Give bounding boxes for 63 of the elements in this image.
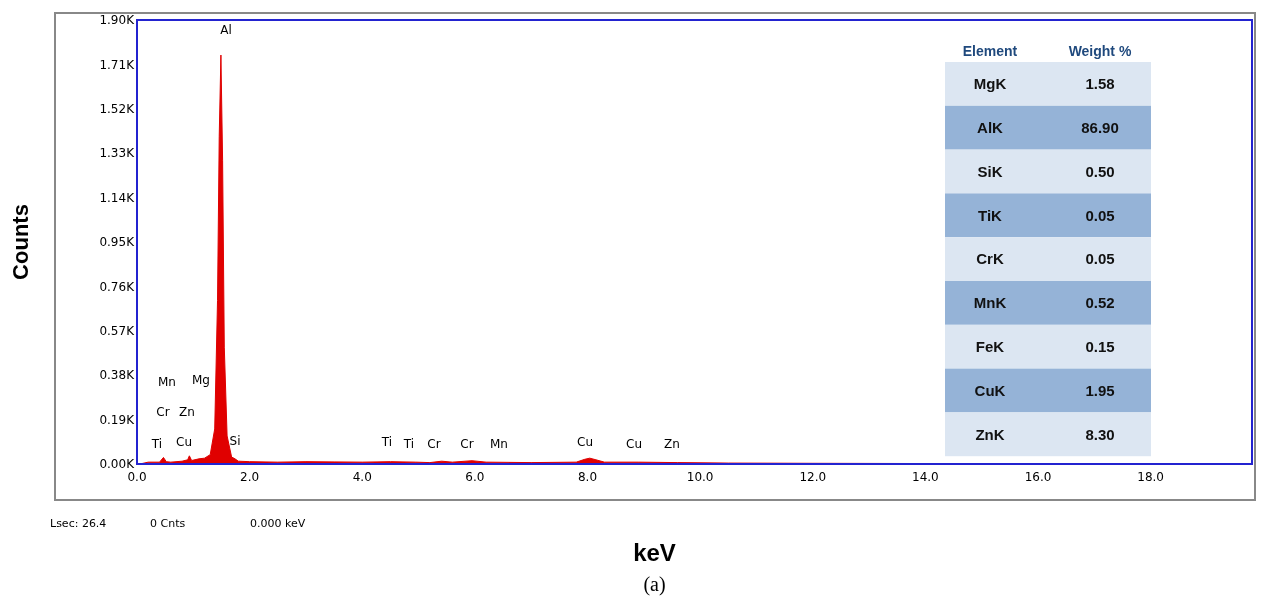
- annotation: Zn: [179, 405, 195, 419]
- x-tick-label: 4.0: [352, 470, 372, 484]
- annotation: Al: [220, 23, 232, 37]
- y-tick-label: 0.00K: [99, 457, 136, 472]
- text: 0.15: [1085, 337, 1115, 355]
- text: 1.58: [1085, 75, 1115, 93]
- y-tick-label: 1.52K: [99, 102, 136, 116]
- text: 0 Cnts: [150, 517, 186, 530]
- annotation: Zn: [664, 437, 680, 451]
- y-tick-label: 1.14K: [99, 190, 136, 205]
- text: 0.000 keV: [250, 517, 306, 530]
- text: 0.05: [1085, 206, 1115, 224]
- x-tick-label: 16.0: [1024, 470, 1052, 484]
- annotation: Cu: [626, 437, 642, 451]
- text: 0.05: [1085, 250, 1115, 268]
- annotation: Ti: [380, 435, 393, 449]
- category-label: ZnK: [975, 425, 1005, 443]
- category-label: MnK: [973, 294, 1007, 312]
- x-tick-label: 10.0: [686, 470, 714, 484]
- text: 86.90: [1081, 118, 1119, 136]
- category-label: FeK: [975, 337, 1005, 355]
- annotation: Mn: [490, 437, 508, 451]
- annotation: Mn: [158, 375, 176, 389]
- x-tick-label: 6.0: [465, 470, 485, 484]
- annotation: Si: [229, 434, 241, 448]
- y-tick-label: 1.90K: [99, 13, 136, 28]
- x-tick-label: 2.0: [240, 470, 260, 484]
- annotation: Mg: [192, 373, 210, 387]
- y-tick-label: 0.38K: [99, 368, 136, 383]
- text: 1.95: [1085, 381, 1115, 399]
- x-tick-label: 12.0: [799, 470, 827, 484]
- y-tick-label: 0.19K: [99, 412, 136, 427]
- annotation: Cr: [460, 437, 474, 451]
- annotation: Cr: [427, 437, 441, 451]
- x-tick-label: 14.0: [912, 470, 939, 484]
- annotation: Cu: [577, 435, 593, 449]
- category-label: TiK: [978, 206, 1003, 224]
- y-tick-label: 1.33K: [99, 146, 136, 161]
- x-tick-label: 0.0: [127, 470, 147, 484]
- annotation: Ti: [150, 437, 163, 451]
- y-tick-label: 0.95K: [99, 235, 136, 250]
- text: 0.52: [1085, 294, 1115, 312]
- x-axis-title: keV: [633, 539, 676, 566]
- x-tick-label: 8.0: [577, 470, 598, 484]
- x-tick-label: 18.0: [1137, 470, 1164, 484]
- y-axis-title: Counts: [8, 204, 33, 280]
- y-tick-label: 0.57K: [99, 324, 136, 338]
- category-label: CuK: [974, 381, 1006, 399]
- category-label: CrK: [976, 250, 1004, 268]
- text: (a): [643, 573, 666, 596]
- text: Weight %: [1068, 43, 1132, 59]
- text: 0.50: [1085, 162, 1115, 180]
- text: Element: [962, 43, 1018, 59]
- category-label: AlK: [977, 118, 1004, 136]
- text: Lsec: 26.4: [50, 517, 107, 530]
- category-label: MgK: [973, 75, 1007, 93]
- y-tick-label: 1.71K: [99, 57, 136, 72]
- annotation: Cr: [156, 405, 170, 419]
- text: 8.30: [1085, 425, 1115, 443]
- annotation: Cu: [176, 435, 192, 449]
- annotation: Ti: [402, 437, 415, 451]
- category-label: SiK: [977, 162, 1003, 180]
- y-tick-label: 0.76K: [99, 279, 136, 294]
